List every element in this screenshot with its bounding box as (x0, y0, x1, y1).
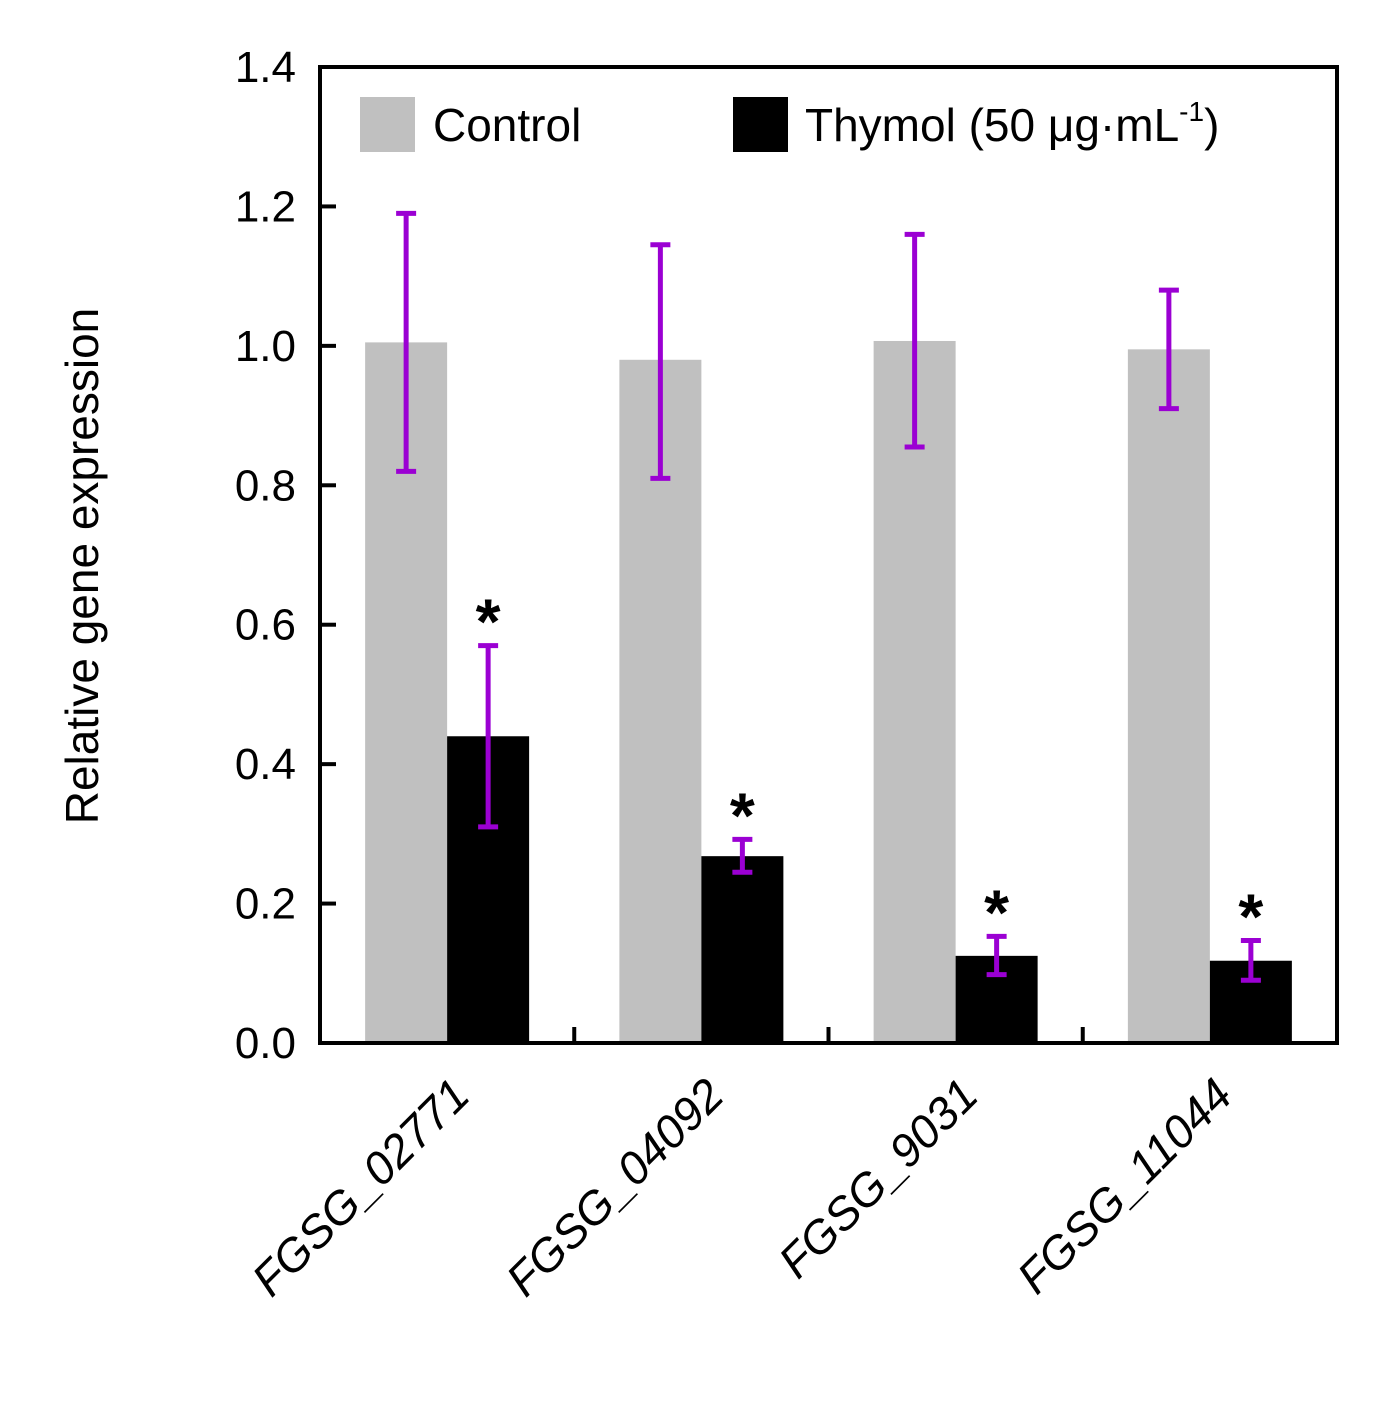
x-category-label-1: FGSG_04092 (496, 1068, 733, 1305)
bar-thymol-1 (701, 856, 784, 1043)
legend-label-thymol: Thymol (50 μg·mL-1) (805, 96, 1219, 151)
bar-control-2 (873, 340, 956, 1043)
y-tick-label-3: 0.6 (235, 601, 296, 650)
x-category-label-2: FGSG_9031 (768, 1068, 987, 1287)
y-tick-label-2: 0.4 (235, 740, 296, 789)
y-tick-label-1: 0.2 (235, 880, 296, 929)
y-tick-label-4: 0.8 (235, 461, 296, 510)
legend-swatch-control (360, 97, 415, 152)
bars-layer (365, 340, 1292, 1043)
error-bars-layer (396, 210, 1261, 983)
legend-label-control: Control (433, 99, 581, 151)
y-tick-label-7: 1.4 (235, 43, 296, 92)
legend: Control Thymol (50 μg·mL-1) (360, 96, 1219, 152)
legend-label-thymol-superscript: -1 (1179, 96, 1204, 127)
x-category-label-3: FGSG_11044 (1007, 1068, 1242, 1303)
significance-marker-0: * (476, 586, 501, 658)
legend-label-thymol-main: Thymol (50 μg·mL (805, 99, 1179, 151)
y-tick-label-5: 1.0 (235, 322, 296, 371)
legend-swatch-thymol (733, 97, 788, 152)
significance-marker-1: * (730, 779, 755, 851)
significance-marker-3: * (1238, 881, 1263, 953)
x-category-label-0: FGSG_02771 (242, 1068, 479, 1305)
significance-layer: * * * * (476, 586, 1264, 953)
y-tick-label-0: 0.0 (235, 1019, 296, 1068)
y-tick-label-6: 1.2 (235, 182, 296, 231)
bar-control-3 (1127, 349, 1210, 1043)
axis-ticks-layer (320, 204, 1085, 1043)
legend-label-thymol-close: ) (1204, 99, 1219, 151)
y-axis-title: Relative gene expression (56, 308, 108, 825)
significance-marker-2: * (984, 876, 1009, 948)
